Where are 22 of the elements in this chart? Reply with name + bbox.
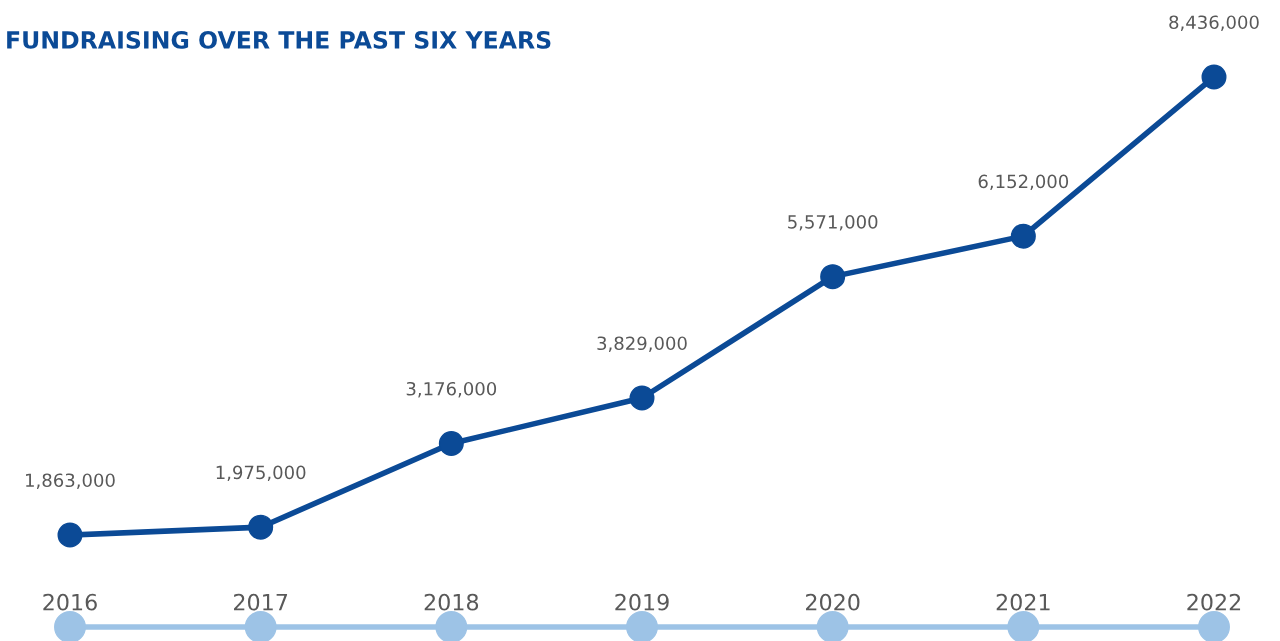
point — [629, 385, 655, 411]
point — [1201, 64, 1227, 90]
data-label: 5,571,000 — [788, 215, 878, 231]
point — [248, 514, 274, 540]
point — [1010, 223, 1036, 249]
point — [57, 522, 83, 548]
data-label: 3,176,000 — [406, 381, 497, 398]
point — [820, 264, 846, 290]
data-label: 6,152,000 — [978, 174, 1069, 191]
data-label: 8,436,000 — [1169, 15, 1259, 31]
data-label: 3,829,000 — [597, 336, 687, 352]
point — [438, 431, 464, 457]
chart-title: FUNDRAISING OVER THE PAST SIX YEARS — [7, 30, 551, 49]
x-tick-label: 2019 — [615, 593, 669, 611]
x-tick-label: 2021 — [996, 593, 1050, 611]
x-tick-label: 2018 — [424, 593, 479, 611]
x-tick-label: 2017 — [234, 593, 288, 611]
data-label: 1,863,000 — [26, 473, 115, 489]
data-label: 1,975,000 — [216, 465, 306, 482]
x-tick-label: 2016 — [43, 593, 97, 611]
x-tick-label: 2022 — [1187, 593, 1241, 611]
x-tick-label: 2020 — [806, 593, 860, 611]
